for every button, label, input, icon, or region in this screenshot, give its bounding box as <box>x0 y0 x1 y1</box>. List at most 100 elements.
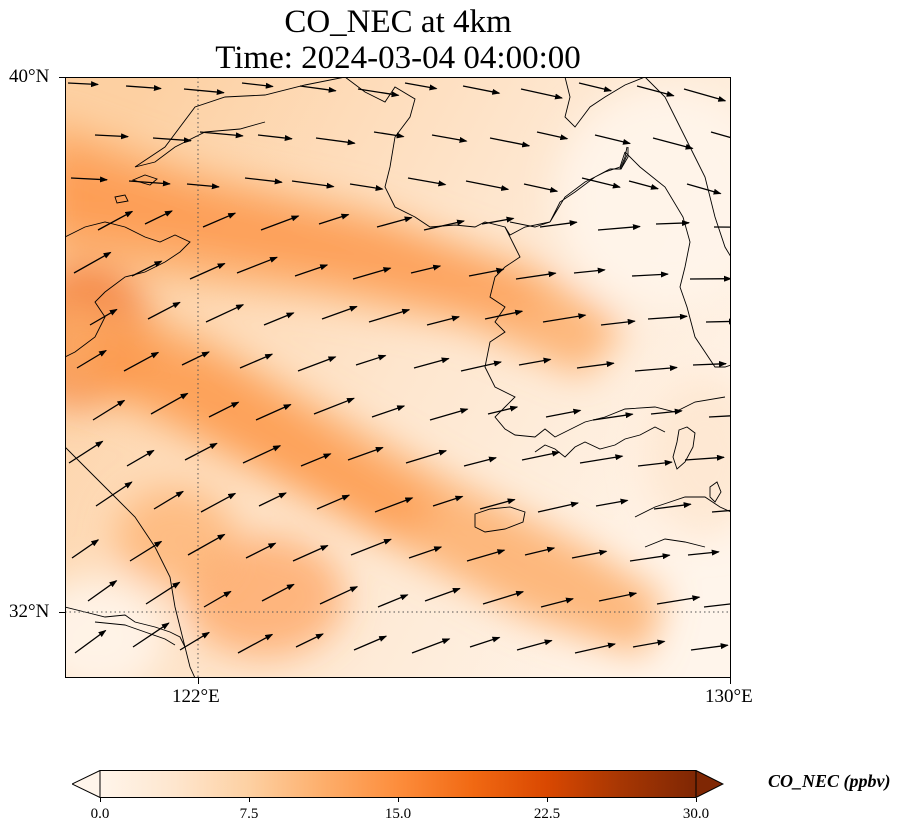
colorbar-tick-22-5 <box>547 798 548 802</box>
wind-vector <box>186 183 220 190</box>
wind-vector <box>71 539 100 559</box>
wind-vector <box>152 137 192 144</box>
wind-vector <box>245 542 277 559</box>
wind-vector <box>683 88 727 102</box>
wind-vector <box>708 415 731 418</box>
wind-vector <box>371 405 406 418</box>
wind-vector <box>313 397 355 415</box>
wind-vector <box>368 308 411 323</box>
wind-vector <box>295 633 324 648</box>
wind-vector <box>521 450 561 461</box>
wind-vectors <box>67 81 731 654</box>
wind-vector <box>315 137 356 146</box>
wind-vector <box>462 85 501 95</box>
wind-vector <box>297 356 337 372</box>
wind-vector <box>595 498 629 507</box>
map-plot-area <box>65 77 731 678</box>
wind-vector <box>263 312 295 326</box>
wind-vector <box>710 131 731 139</box>
wind-vector <box>239 353 274 369</box>
wind-vector <box>179 631 210 651</box>
colorbar <box>72 770 724 798</box>
wind-vector <box>600 318 636 326</box>
wind-vector <box>482 590 525 605</box>
wind-vector <box>94 133 129 140</box>
colorbar-tick-7-5 <box>249 798 250 802</box>
wind-vector <box>87 580 118 602</box>
wind-vector <box>405 449 448 464</box>
wind-vector <box>687 549 720 556</box>
wind-vector <box>257 134 293 141</box>
wind-vector <box>202 212 237 228</box>
wind-vector <box>244 177 283 185</box>
wind-vector <box>377 594 409 608</box>
wind-vector <box>465 180 510 191</box>
wind-vector <box>376 216 413 228</box>
wind-vector <box>466 549 506 562</box>
colorbar-label-7-5: 7.5 <box>239 806 259 822</box>
wind-vector <box>629 553 671 562</box>
wind-vector <box>292 544 329 562</box>
wind-vector <box>261 583 295 602</box>
wind-vector <box>597 224 641 231</box>
wind-vector <box>686 183 722 195</box>
wind-vector <box>460 360 502 372</box>
wind-vector <box>189 262 226 280</box>
wind-vector <box>631 271 669 278</box>
wind-vector <box>574 642 616 654</box>
wind-vector <box>404 82 438 91</box>
wind-vector <box>300 453 332 467</box>
wind-vector <box>540 597 574 608</box>
colorbar-title: CO_NEC (ppbv) <box>768 771 891 791</box>
wind-vector <box>291 180 335 189</box>
wind-vector <box>73 251 112 274</box>
map-subtitle-time: Time: 2024-03-04 04:00:00 <box>215 40 581 76</box>
wind-vector <box>479 498 516 510</box>
wind-vector <box>255 403 292 421</box>
wind-vector <box>355 354 387 366</box>
wind-vector <box>131 260 163 277</box>
wind-vector <box>655 220 690 227</box>
wind-vector <box>349 183 384 191</box>
wind-vector <box>637 459 673 467</box>
wind-vector <box>95 481 133 507</box>
wind-vector <box>481 216 515 225</box>
wind-vector <box>520 88 563 100</box>
wind-vector <box>208 401 240 418</box>
wind-vector <box>656 595 701 605</box>
colorbar-label-30: 30.0 <box>682 806 710 822</box>
wind-vector <box>373 131 405 139</box>
wind-vector <box>410 264 442 274</box>
wind-vector <box>411 638 451 654</box>
wind-vector <box>653 502 692 510</box>
wind-vector <box>524 546 556 556</box>
colorbar-tick-30 <box>696 798 697 802</box>
lon-tick-label-122: 122°E <box>172 686 220 707</box>
wind-vector <box>350 538 392 556</box>
wind-vector <box>632 639 666 648</box>
lat-tick-mark-40 <box>59 77 65 78</box>
wind-vector <box>68 440 104 464</box>
wind-vector <box>484 309 524 320</box>
wind-vector <box>408 546 443 559</box>
colorbar-tick-15 <box>398 798 399 802</box>
lat-tick-mark-32 <box>59 612 65 613</box>
wind-vector <box>523 183 559 193</box>
wind-vector <box>703 600 731 608</box>
wind-vector <box>70 176 108 183</box>
wind-vector <box>258 492 287 507</box>
wind-vector <box>200 492 237 513</box>
wind-vector <box>576 361 615 369</box>
wind-vector <box>537 501 579 513</box>
wind-vector <box>581 177 621 189</box>
wind-vector <box>205 304 245 323</box>
wind-vector <box>690 643 729 651</box>
wind-vector <box>153 490 184 510</box>
wind-vector <box>487 405 519 415</box>
coastlines <box>65 77 731 678</box>
wind-vector <box>241 82 274 89</box>
wind-vector <box>147 301 181 320</box>
wind-vector <box>598 591 638 602</box>
wind-vector <box>650 408 683 415</box>
wind-vector <box>347 446 384 461</box>
